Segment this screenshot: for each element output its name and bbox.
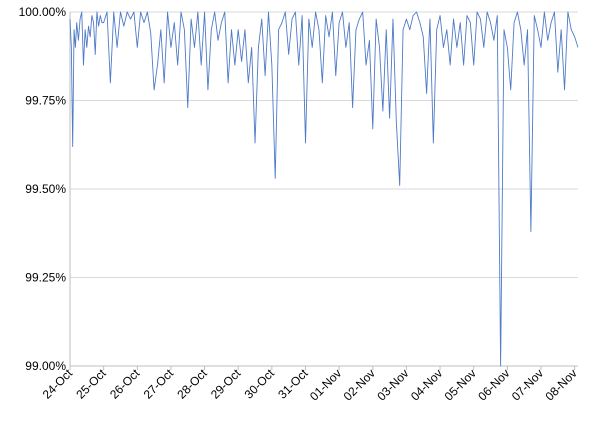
x-tick-label: 02-Nov [341, 366, 378, 403]
gridlines [69, 11, 578, 367]
x-tick-label: 03-Nov [374, 366, 411, 403]
x-tick-label: 06-Nov [475, 366, 512, 403]
y-tick-label: 99.25% [25, 271, 66, 285]
x-tick-label: 07-Nov [509, 366, 546, 403]
series-group [69, 11, 579, 367]
x-tick-label: 28-Oct [174, 366, 210, 402]
x-tick-label: 30-Oct [242, 366, 278, 402]
y-tick-label: 99.75% [25, 94, 66, 108]
x-tick-label: 01-Nov [307, 366, 344, 403]
y-tick-label: 99.00% [25, 359, 66, 373]
series-line [69, 11, 579, 367]
x-tick-label: 04-Nov [408, 366, 445, 403]
x-tick-label: 26-Oct [107, 366, 143, 402]
x-tick-label: 08-Nov [543, 366, 580, 403]
x-tick-label: 05-Nov [442, 366, 479, 403]
x-tick-label: 31-Oct [275, 366, 311, 402]
x-tick-label: 27-Oct [141, 366, 177, 402]
y-tick-label: 100.00% [19, 5, 67, 19]
y-tick-label: 99.50% [25, 182, 66, 196]
x-axis-ticks: 24-Oct25-Oct26-Oct27-Oct28-Oct29-Oct30-O… [40, 366, 580, 404]
x-tick-label: 29-Oct [208, 366, 244, 402]
x-tick-label: 25-Oct [73, 366, 109, 402]
y-axis-ticks: 99.00% 99.25% 99.50% 99.75% 100.00% [19, 5, 67, 373]
